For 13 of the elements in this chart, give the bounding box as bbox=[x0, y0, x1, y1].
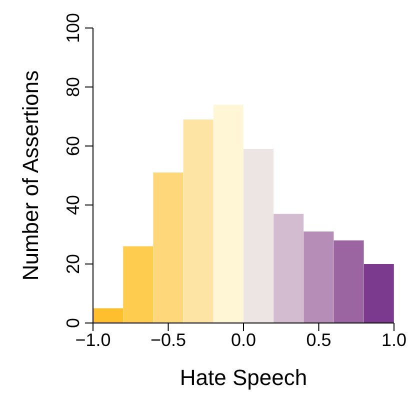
x-tick-label: −1.0 bbox=[75, 330, 111, 350]
y-tick-label: 40 bbox=[63, 194, 83, 216]
x-axis-title: Hate Speech bbox=[180, 365, 308, 390]
y-tick-label: 80 bbox=[63, 76, 83, 98]
y-axis-title: Number of Assertions bbox=[18, 70, 43, 281]
y-tick-label: 100 bbox=[63, 12, 83, 44]
x-tick-label: −0.5 bbox=[150, 330, 186, 350]
y-tick-label: 20 bbox=[63, 254, 83, 274]
x-tick-label: 0.5 bbox=[306, 330, 332, 350]
y-tick-label: 60 bbox=[63, 136, 83, 156]
x-tick-label: 0.0 bbox=[230, 330, 256, 350]
y-tick-label: 0 bbox=[63, 318, 83, 328]
x-tick-label: 1.0 bbox=[381, 330, 407, 350]
